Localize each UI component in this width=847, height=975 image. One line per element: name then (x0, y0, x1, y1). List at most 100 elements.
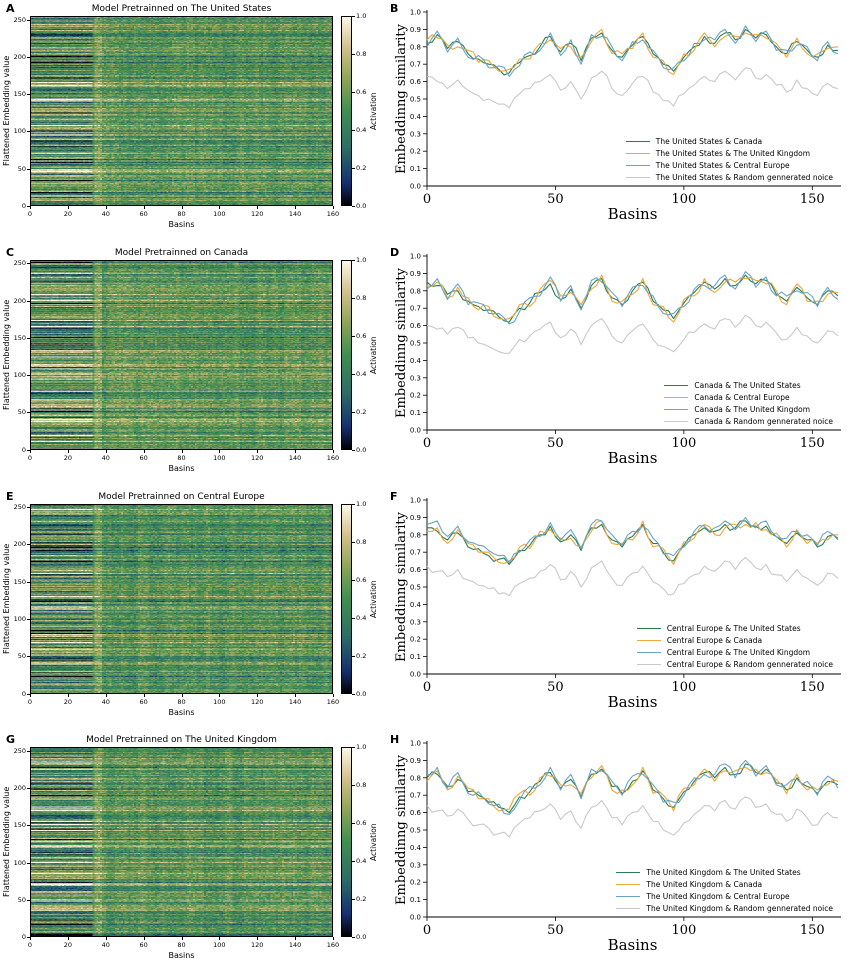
y-tick-label: 0.3 (410, 862, 421, 870)
y-tick-mark (27, 825, 30, 827)
panel-c-heatmap: C Model Pretrainned on Canada Flattened … (0, 244, 388, 488)
y-tick-mark (27, 656, 30, 658)
y-tick-label: 0.2 (410, 148, 421, 156)
legend-label: Canada & The United States (694, 380, 801, 390)
y-tick-label: 0.7 (410, 548, 421, 556)
x-tick-label: 100 (213, 941, 226, 950)
y-tick-mark (27, 693, 30, 695)
x-axis-label: Basins (168, 707, 195, 717)
y-tick-label: 200 (13, 784, 26, 793)
y-tick-label: 1.0 (410, 9, 421, 17)
x-tick-mark (219, 937, 221, 941)
y-tick-label: 0.0 (410, 670, 421, 678)
legend-line-swatch (616, 872, 641, 873)
y-tick-label: 0.9 (410, 270, 421, 278)
heatmap-title: Model Pretrainned on Canada (114, 247, 249, 258)
y-tick-label: 0.4 (410, 113, 422, 121)
y-tick-mark (27, 750, 30, 752)
colorbar-tick-mark (352, 937, 355, 939)
legend-item: Canada & The United States (664, 381, 833, 390)
x-tick-mark (143, 449, 145, 453)
x-tick-label: 0 (423, 436, 431, 451)
y-tick-mark (27, 19, 30, 21)
x-tick-label: 20 (63, 697, 73, 706)
panel-f-linechart: F 0.0 0.1 0.2 0.3 0.4 0.5 0.6 0.7 0.8 0.9 1.0 0 50 10… (388, 488, 847, 732)
y-tick-label: 50 (17, 408, 26, 417)
legend-label: The United Kingdom & The United States (646, 868, 801, 877)
y-axis-label: Embeddinng similarity (394, 511, 409, 662)
y-tick-label: 0.8 (410, 775, 421, 783)
y-axis-label: Embeddinng similarity (394, 755, 409, 906)
x-tick-mark (333, 206, 334, 209)
colorbar-tick-mark (352, 335, 355, 337)
y-tick-mark (27, 862, 30, 864)
series-line (426, 274, 839, 323)
y-tick-label: 0 (21, 689, 26, 698)
y-tick-mark (27, 94, 30, 96)
colorbar (341, 503, 352, 694)
y-axis-label: Flattened Embedding value (2, 543, 11, 654)
y-tick-mark (27, 544, 30, 546)
x-tick-label: 150 (800, 680, 825, 695)
y-tick-label: 50 (17, 652, 26, 661)
colorbar-tick-label: 0.6 (356, 575, 367, 584)
legend-line-swatch (636, 652, 661, 654)
x-tick-label: 0 (423, 192, 431, 207)
panel-d-linechart: D 0.0 0.1 0.2 0.3 0.4 0.5 0.6 0.7 0.8 0.9 1.0 0 50 10… (388, 244, 847, 488)
colorbar (341, 747, 352, 938)
heatmap-canvas (30, 16, 333, 206)
y-tick-mark (27, 449, 30, 451)
colorbar-tick-mark (352, 373, 355, 375)
colorbar-tick-mark (352, 297, 355, 299)
panel-a-heatmap: A Model Pretrainned on The United States… (0, 0, 388, 244)
legend-item: The United States & Random gennerated no… (625, 172, 833, 182)
y-tick-mark (27, 412, 30, 414)
series-line (426, 519, 838, 565)
x-tick-mark (143, 206, 145, 209)
series-line (426, 760, 839, 816)
y-axis-label: Flattened Embedding value (2, 787, 11, 898)
y-tick-mark (27, 300, 30, 302)
y-tick-mark (27, 131, 30, 133)
x-tick-label: 0 (27, 941, 33, 950)
legend-label: The United States & Random gennerated no… (655, 172, 833, 182)
y-tick-label: 0.8 (410, 531, 421, 539)
y-tick-label: 0.0 (410, 914, 421, 922)
legend-line-swatch (636, 628, 661, 630)
y-tick-label: 200 (13, 296, 26, 305)
legend-line-swatch (625, 176, 650, 178)
panel-letter-c: C (6, 245, 15, 259)
series-line (426, 796, 839, 838)
colorbar-tick-mark (352, 259, 355, 261)
y-tick-mark (27, 263, 30, 265)
legend-line-swatch (636, 640, 661, 642)
y-tick-label: 0.5 (410, 96, 421, 104)
legend: The United Kingdom & The United States Th… (616, 868, 833, 913)
colorbar-tick-mark (352, 449, 355, 451)
y-tick-label: 0.7 (410, 792, 421, 800)
x-tick-label: 50 (547, 192, 564, 207)
x-tick-label: 50 (547, 436, 564, 451)
x-tick-mark (219, 449, 221, 453)
colorbar-tick-mark (352, 579, 355, 581)
y-tick-label: 50 (17, 895, 26, 904)
colorbar-tick-mark (352, 92, 355, 93)
y-tick-label: 200 (13, 540, 26, 549)
x-tick-mark (295, 693, 297, 697)
legend-label: Canada & The United Kingdom (694, 404, 811, 414)
x-tick-mark (143, 693, 145, 697)
y-tick-label: 100 (13, 614, 26, 623)
x-tick-mark (257, 937, 259, 941)
x-tick-mark (30, 206, 31, 209)
panel-e-heatmap: E Model Pretrainned on Central Europe Fl… (0, 488, 388, 732)
x-tick-label: 60 (139, 697, 148, 706)
x-tick-label: 100 (671, 680, 696, 695)
x-tick-mark (257, 449, 259, 453)
x-tick-label: 60 (139, 453, 148, 462)
legend-item: The United States & The United Kingdom (625, 149, 833, 158)
series-line (426, 270, 839, 325)
colorbar-tick-label: 1.0 (356, 12, 367, 20)
colorbar-tick-mark (352, 617, 355, 619)
y-tick-label: 1.0 (410, 252, 421, 260)
x-tick-label: 80 (177, 941, 186, 950)
